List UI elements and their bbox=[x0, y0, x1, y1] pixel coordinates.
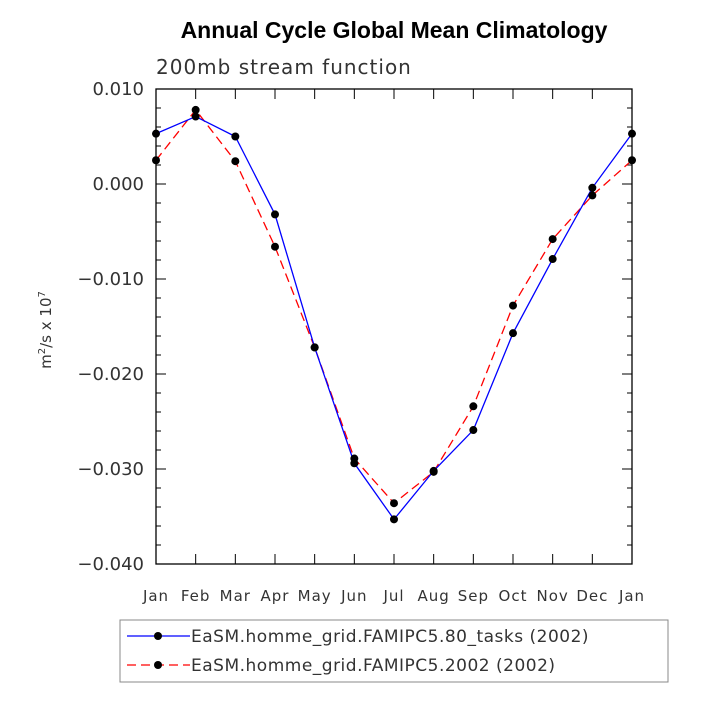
series-2-point bbox=[390, 499, 398, 508]
series-1-point bbox=[271, 210, 279, 219]
x-tick-label: Aug bbox=[418, 587, 450, 605]
series-2-point bbox=[191, 105, 200, 114]
x-tick-label: Oct bbox=[499, 587, 528, 605]
y-tick-labels: 0.010 0.000 −0.010 −0.020 −0.030 −0.040 bbox=[77, 79, 144, 575]
series-2-point bbox=[271, 242, 279, 251]
y-tick-label: −0.040 bbox=[77, 554, 144, 575]
x-tick-label: Sep bbox=[458, 587, 489, 605]
y-tick-label: 0.010 bbox=[92, 79, 144, 100]
series-1-point bbox=[469, 426, 478, 435]
x-tick-label: Jan bbox=[142, 587, 169, 605]
legend-label-2: EaSM.homme_grid.FAMIPC5.2002 (2002) bbox=[191, 656, 556, 676]
series-line-2 bbox=[155, 108, 633, 505]
chart-title: Annual Cycle Global Mean Climatology bbox=[181, 17, 608, 43]
y-tick-label: −0.010 bbox=[77, 269, 144, 290]
series-1-point bbox=[231, 132, 240, 141]
series-2-point bbox=[509, 301, 517, 310]
series-line-1 bbox=[155, 115, 633, 521]
y-tick-label: −0.020 bbox=[77, 364, 144, 385]
legend: EaSM.homme_grid.FAMIPC5.80_tasks (2002) E… bbox=[127, 627, 589, 676]
series-1-point bbox=[310, 343, 319, 352]
x-tick-label: Jun bbox=[340, 587, 367, 605]
x-tick-label: May bbox=[298, 587, 332, 605]
y-axis-label: m2/s x 107 bbox=[37, 291, 55, 369]
x-tick-label: Jan bbox=[618, 587, 645, 605]
legend-box bbox=[119, 619, 669, 683]
y-axis-label-base: m bbox=[37, 354, 55, 369]
plot-frame bbox=[155, 88, 633, 565]
chart-subtitle: 200mb stream function bbox=[156, 55, 412, 79]
series-1-point bbox=[350, 459, 359, 468]
legend-marker-2 bbox=[154, 661, 162, 669]
legend-marker-1 bbox=[154, 632, 162, 640]
axis-ticks bbox=[155, 88, 633, 565]
x-tick-labels: Jan Feb Mar Apr May Jun Jul Aug Sep Oct Nov Dec Jan bbox=[142, 587, 645, 605]
y-axis-label-mid: /s x 10 bbox=[37, 298, 55, 348]
y-tick-label: −0.030 bbox=[77, 459, 144, 480]
x-tick-label: Nov bbox=[537, 587, 569, 605]
series-2-point bbox=[548, 235, 557, 244]
x-tick-label: Mar bbox=[220, 587, 251, 605]
series-1-point bbox=[509, 329, 517, 338]
series-layer bbox=[152, 105, 636, 524]
series-1-point bbox=[191, 112, 200, 121]
series-1-point bbox=[588, 183, 597, 192]
x-tick-label: Apr bbox=[261, 587, 290, 605]
series-2-point bbox=[588, 191, 597, 200]
x-tick-label: Jul bbox=[382, 587, 404, 605]
x-tick-label: Feb bbox=[181, 587, 211, 605]
series-1-point bbox=[390, 515, 398, 524]
y-axis-label-sup2: 7 bbox=[37, 291, 48, 297]
series-1-point bbox=[548, 255, 557, 264]
series-2-point bbox=[231, 157, 240, 166]
x-tick-label: Dec bbox=[576, 587, 608, 605]
y-tick-label: 0.000 bbox=[92, 174, 144, 195]
legend-label-1: EaSM.homme_grid.FAMIPC5.80_tasks (2002) bbox=[191, 627, 589, 647]
y-axis-label-sup: 2 bbox=[37, 348, 48, 354]
series-2-point bbox=[469, 402, 478, 411]
series-1-point bbox=[429, 466, 438, 475]
